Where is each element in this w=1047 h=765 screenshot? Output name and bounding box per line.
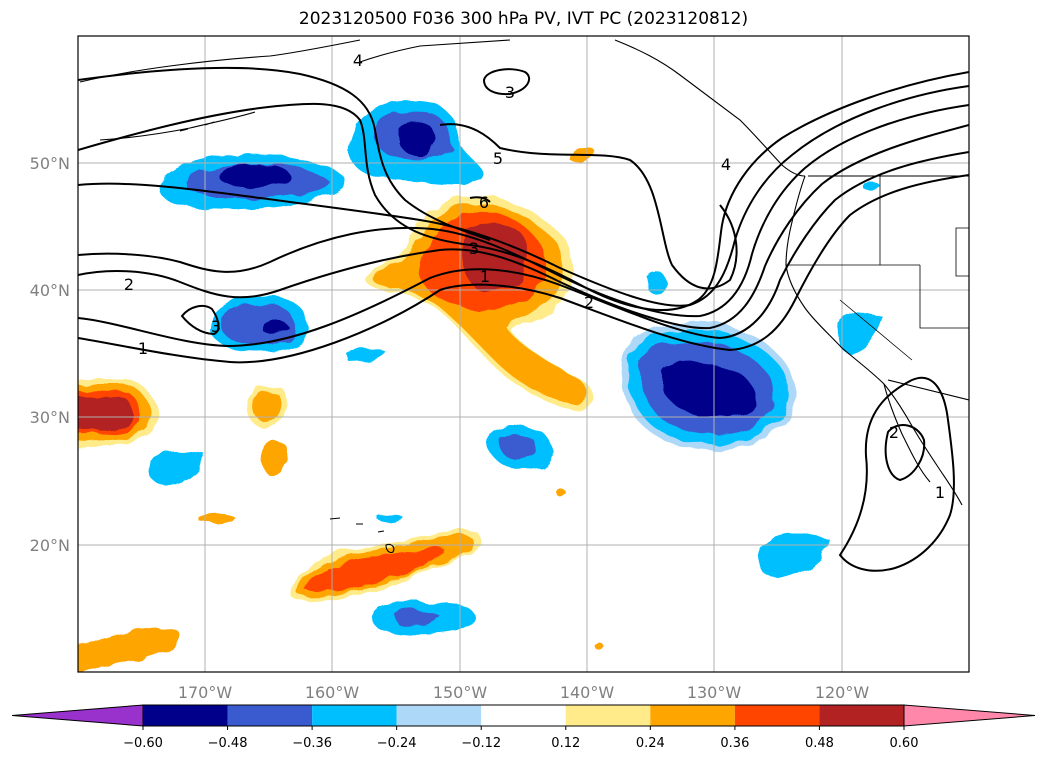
contour-labels: 2 1 3 1 3 6 2 5 3 4 4 2 1	[124, 51, 945, 502]
colorbar-tick-label: 0.12	[551, 736, 580, 751]
coast-north-america	[785, 175, 963, 506]
pv-region-neg-small-7	[345, 348, 386, 362]
colorbar-segment	[650, 705, 735, 726]
colorbar-extend-low	[11, 704, 144, 727]
pv-region-pos-small-4	[200, 514, 236, 524]
colorbar-outline	[142, 704, 905, 727]
x-tick-label: 150°W	[433, 683, 488, 702]
contour-label: 2	[889, 423, 899, 442]
contour-label: 4	[721, 155, 731, 174]
pv-region-pos-hawaii-core	[305, 548, 445, 593]
ivt-contours	[78, 67, 969, 572]
contour-label: 1	[935, 483, 945, 502]
contour-label: 2	[124, 275, 134, 294]
ivt-contour-2	[78, 151, 969, 348]
colorbar-tick-label: 0.36	[720, 736, 749, 751]
pv-region-neg-small-2-core	[497, 432, 536, 460]
contour-label: 2	[584, 293, 594, 312]
x-tick-label: 140°W	[560, 683, 615, 702]
contour-label: 3	[211, 317, 221, 336]
y-tick-label: 50°N	[30, 154, 70, 173]
border-states	[786, 176, 969, 361]
coast-aleutians	[99, 111, 256, 141]
pv-region-neg-goa-core	[398, 122, 437, 158]
colorbar-extend-high	[903, 704, 1036, 727]
ivt-contour-6	[78, 71, 969, 311]
colorbar-tick-label: −0.24	[377, 736, 417, 751]
coast-baja	[883, 383, 931, 483]
colorbar-segments	[11, 704, 1036, 727]
pv-region-neg-east-core	[662, 362, 756, 417]
ivt-contour-5	[78, 85, 969, 307]
y-tick-label: 20°N	[30, 536, 70, 555]
x-tick-label: 160°W	[305, 683, 360, 702]
pv-region-neg-small-4-core	[395, 610, 440, 626]
ivt-contour-13	[469, 196, 491, 203]
pv-region-neg-small-1	[148, 452, 206, 486]
contour-label: 5	[493, 149, 503, 168]
colorbar-segment	[481, 705, 566, 726]
map-area: 2 1 3 1 3 6 2 5 3 4 4 2 1	[78, 36, 969, 672]
pv-region-pos-west-core	[78, 396, 134, 430]
colorbar-tick-label: 0.60	[890, 736, 919, 751]
pv-region-neg-wc-core	[262, 320, 290, 335]
contour-label: 3	[469, 239, 479, 258]
y-tick-label: 30°N	[30, 408, 70, 427]
ivt-contour-10	[180, 304, 220, 336]
pv-region-pos-small-2	[261, 440, 288, 476]
contour-label: 3	[505, 83, 515, 102]
x-axis: 170°W 160°W 150°W 140°W 130°W 120°W	[178, 683, 870, 702]
colorbar-tick-label: −0.36	[292, 736, 332, 751]
border-us-mexico	[887, 379, 969, 401]
ivt-contour-4	[78, 104, 969, 318]
colorbar-segment	[396, 705, 482, 726]
colorbar-tick-label: −0.60	[123, 736, 163, 751]
ivt-contour-12	[884, 424, 926, 482]
ivt-contour-9	[482, 68, 530, 96]
colorbar-tick-label: 0.24	[636, 736, 665, 751]
pv-region-neg-small-8	[378, 513, 404, 523]
ivt-contour-7	[78, 67, 491, 241]
colorbar-segment	[734, 705, 820, 726]
pv-region-neg-nw-core	[218, 163, 292, 187]
coast-alaska	[79, 39, 806, 177]
colorbar-segment	[227, 705, 313, 726]
contour-label: 1	[480, 267, 490, 286]
x-tick-label: 170°W	[178, 683, 233, 702]
colorbar-tick-label: −0.12	[461, 736, 501, 751]
colorbar-segment	[312, 705, 397, 726]
contour-label: 1	[138, 339, 148, 358]
pv-region-neg-small-5	[836, 313, 884, 355]
chart-title: 2023120500 F036 300 hPa PV, IVT PC (2023…	[298, 9, 749, 29]
pv-region-pos-small-6	[556, 489, 568, 499]
colorbar-ticks: −0.60 −0.48 −0.36 −0.24 −0.12 0.12 0.24 0.36 0.4…	[123, 726, 918, 751]
pv-region-pos-small-3	[78, 627, 181, 671]
colorbar-tick-label: −0.48	[208, 736, 248, 751]
y-axis: 20°N 30°N 40°N 50°N	[30, 154, 70, 555]
colorbar-tick-label: 0.48	[805, 736, 834, 751]
gridlines	[78, 36, 969, 672]
contour-label: 6	[479, 193, 489, 212]
ivt-contour-11	[838, 376, 955, 572]
colorbar-segment	[565, 705, 651, 726]
colorbar: −0.60 −0.48 −0.36 −0.24 −0.12 0.12 0.24 0.36 0.4…	[11, 704, 1036, 751]
x-tick-label: 120°W	[815, 683, 870, 702]
coastlines	[79, 39, 969, 554]
contour-label: 4	[353, 51, 363, 70]
pv-region-pos-small-7	[594, 642, 605, 651]
ivt-contour-3	[78, 124, 969, 330]
colorbar-segment	[143, 705, 228, 726]
colorbar-segment	[819, 705, 904, 726]
ivt-contour-8	[439, 123, 738, 290]
map-frame	[77, 35, 970, 673]
y-tick-label: 40°N	[30, 281, 70, 300]
x-tick-label: 130°W	[687, 683, 742, 702]
pv-region-neg-small-9	[864, 183, 882, 192]
ivt-contour-1	[78, 174, 969, 364]
pv-region-pos-small-1-core	[253, 391, 281, 422]
pv-region-neg-small-6	[645, 270, 668, 294]
coast-hawaii	[329, 517, 395, 554]
